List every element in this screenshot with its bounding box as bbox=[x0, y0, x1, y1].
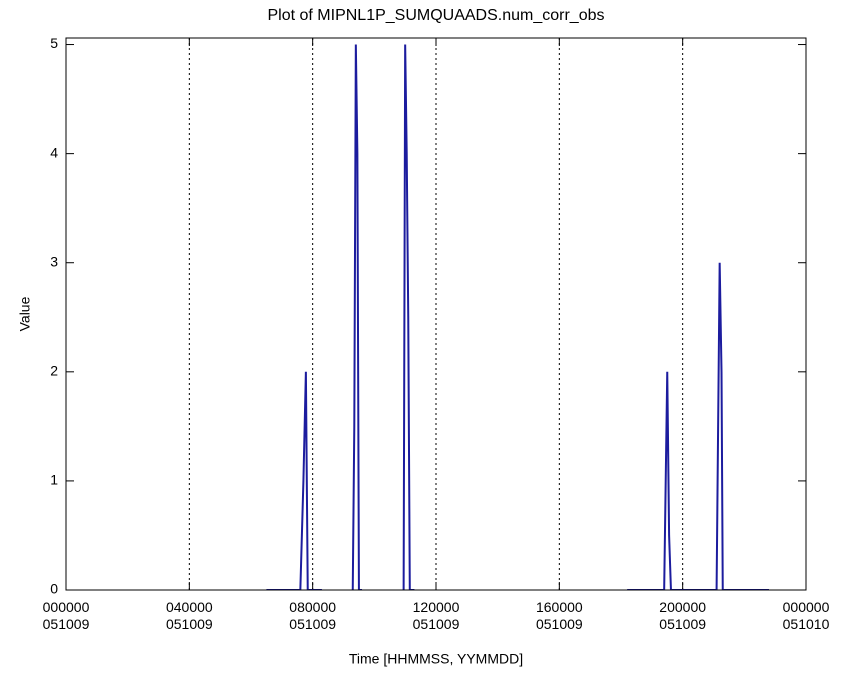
y-tick-label: 3 bbox=[50, 253, 58, 269]
x-tick-label: 040000 051009 bbox=[166, 599, 213, 632]
y-tick-label: 5 bbox=[50, 35, 58, 51]
x-axis-label: Time [HHMMSS, YYMMDD] bbox=[349, 651, 523, 667]
y-tick-label: 1 bbox=[50, 472, 58, 488]
x-tick-label: 080000 051009 bbox=[289, 599, 336, 632]
y-tick-label: 4 bbox=[50, 144, 58, 160]
y-tick-label: 0 bbox=[50, 581, 58, 597]
x-tick-label: 000000 051009 bbox=[43, 599, 90, 632]
plot-frame bbox=[65, 37, 807, 591]
chart-title: Plot of MIPNL1P_SUMQUAADS.num_corr_obs bbox=[267, 7, 604, 24]
x-tick-label: 200000 051009 bbox=[659, 599, 706, 632]
y-axis-label: Value bbox=[17, 296, 33, 331]
data-line bbox=[266, 44, 769, 590]
y-tick-label: 2 bbox=[50, 363, 58, 379]
x-tick-label: 000000 051010 bbox=[783, 599, 830, 632]
x-tick-label: 160000 051009 bbox=[536, 599, 583, 632]
x-tick-label: 120000 051009 bbox=[413, 599, 460, 632]
